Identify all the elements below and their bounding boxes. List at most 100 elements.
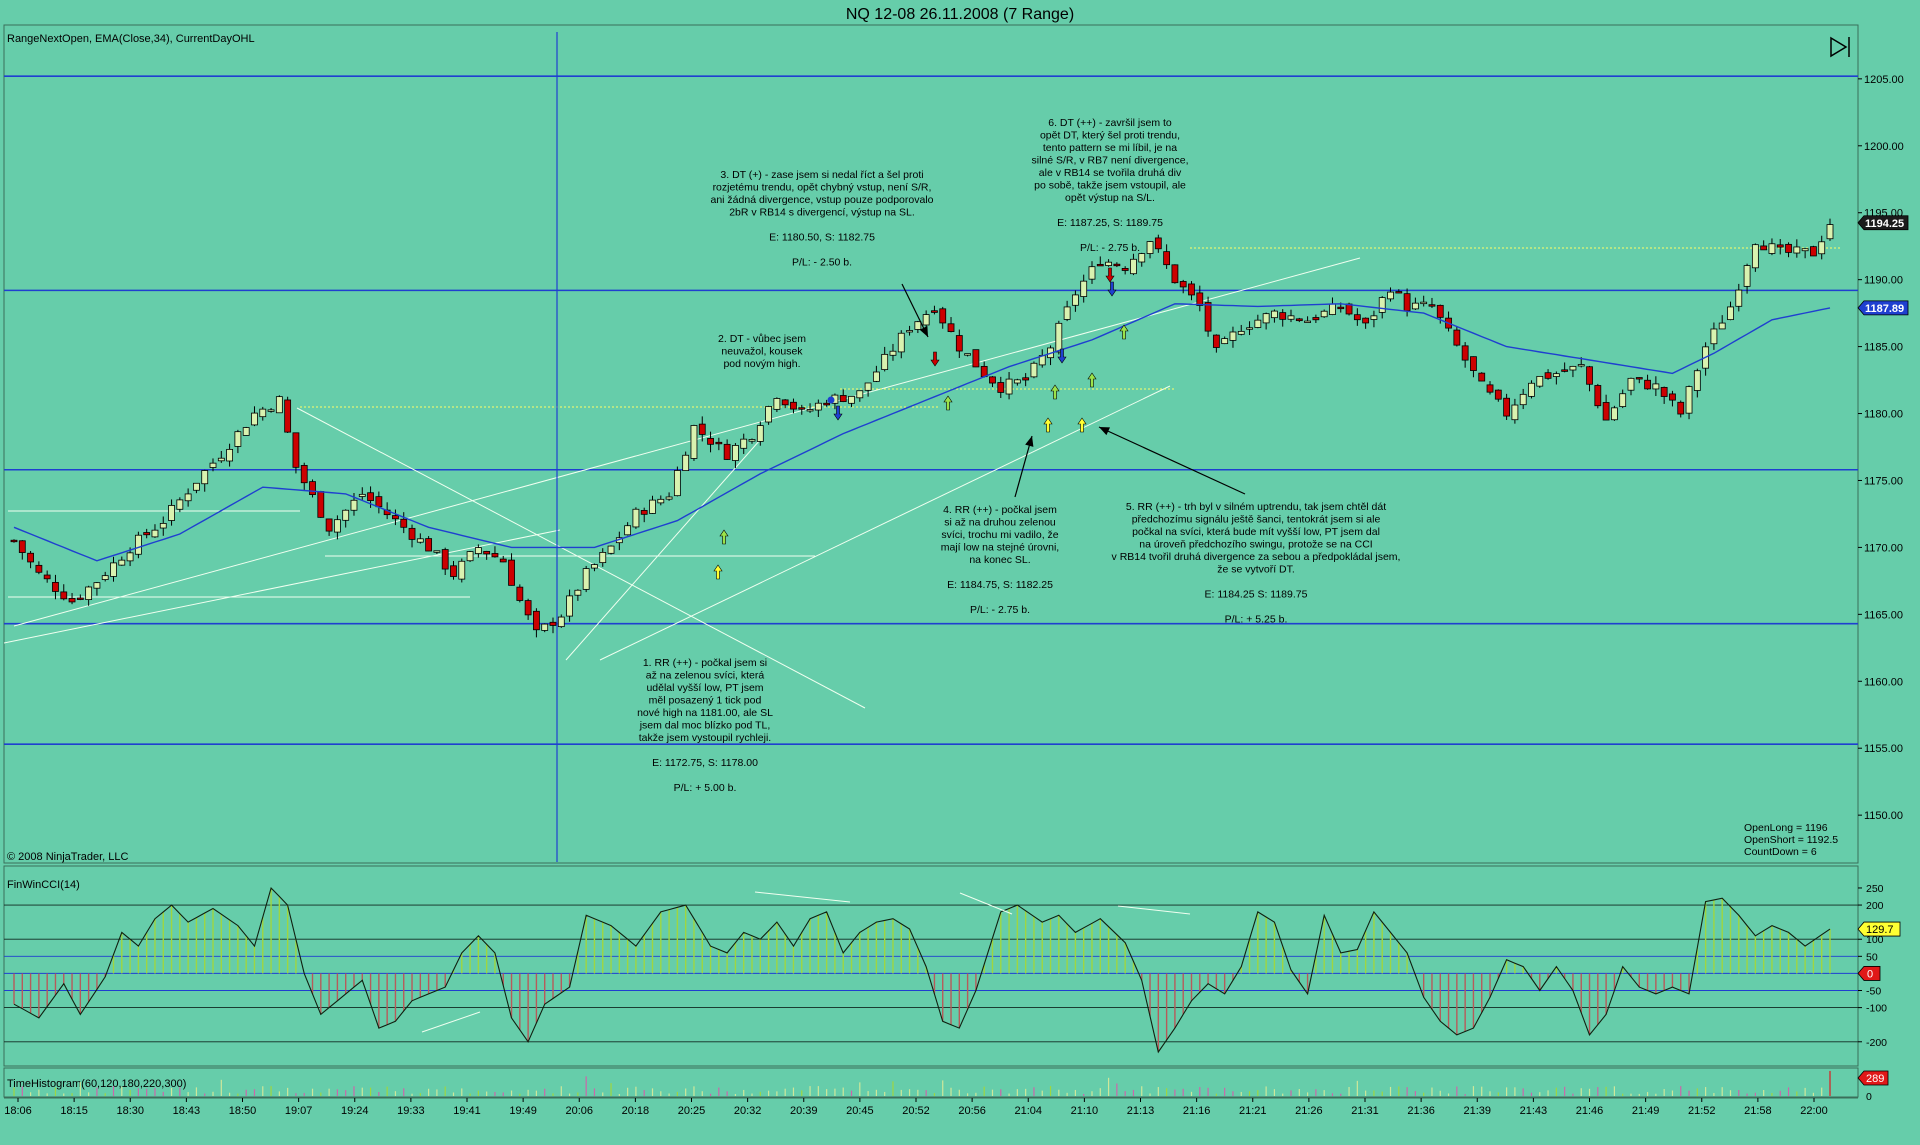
candle	[549, 617, 557, 634]
candle-body	[1154, 237, 1162, 250]
price-tick-label: 1185.00	[1864, 342, 1903, 354]
candle-body	[1080, 280, 1088, 297]
candle-body	[1378, 297, 1386, 313]
price-panel[interactable]	[3, 24, 1859, 864]
candle	[1320, 309, 1328, 318]
candle-body	[350, 499, 358, 511]
candle	[955, 329, 963, 358]
candle	[756, 421, 764, 446]
candle-body	[400, 518, 408, 528]
cci-value-text: 129.7	[1866, 924, 1894, 936]
candle-body	[591, 564, 598, 569]
candle	[251, 406, 258, 427]
candle	[209, 458, 217, 472]
candle-body	[715, 441, 723, 445]
candle-body	[458, 560, 466, 580]
candle	[1204, 296, 1212, 337]
candle-body	[1163, 251, 1171, 266]
candle	[1038, 349, 1046, 368]
time-tick-label: 21:46	[1576, 1105, 1604, 1117]
scroll-to-end-button[interactable]	[1826, 35, 1854, 59]
candle-body	[1030, 362, 1038, 378]
candle	[1072, 290, 1079, 312]
candle-body	[1536, 375, 1544, 387]
histogram-panel[interactable]	[3, 1067, 1859, 1098]
cci-panel[interactable]	[3, 865, 1859, 1067]
annotation-pointer-head	[919, 326, 928, 337]
annotation-line: svíci, trochu mi vadilo, že	[941, 529, 1058, 541]
candle-body	[1279, 312, 1287, 320]
candle	[698, 416, 706, 442]
candle-body	[1096, 263, 1104, 267]
candle-body	[1511, 404, 1519, 421]
candle	[27, 550, 34, 569]
annotation-line: 1. RR (++) - počkal jsem si	[643, 657, 767, 669]
candle-body	[1519, 393, 1527, 406]
candle	[1262, 312, 1270, 330]
candle	[284, 396, 292, 433]
cci-tick-label: -50	[1866, 986, 1881, 998]
candle	[184, 488, 192, 507]
candle-body	[358, 493, 366, 497]
candle	[765, 405, 772, 425]
candle	[1163, 244, 1171, 269]
candle	[1047, 345, 1054, 366]
candle-body	[665, 496, 673, 500]
candle-body	[914, 321, 922, 330]
candle-body	[1113, 263, 1121, 267]
candle	[408, 524, 416, 548]
candle-body	[1785, 243, 1792, 253]
annotation-line: P/L: - 2.75 b.	[970, 604, 1030, 616]
candle	[1154, 234, 1162, 253]
annotation-line: udělal vyšší low, PT jsem	[646, 682, 763, 694]
price-tick-label: 1165.00	[1864, 609, 1903, 621]
candle	[939, 306, 947, 329]
annotation-line: rozjetému trendu, opět chybný vstup, nen…	[713, 182, 932, 194]
candle	[1271, 309, 1278, 323]
cci-divergence-line	[754, 891, 851, 903]
candle	[1030, 361, 1038, 379]
candle-body	[624, 525, 632, 536]
candle-body	[317, 491, 325, 518]
time-tick-label: 21:04	[1014, 1105, 1042, 1117]
candle	[814, 399, 822, 417]
candle	[1022, 373, 1030, 387]
time-tick-label: 21:26	[1295, 1105, 1323, 1117]
cci-line	[13, 886, 1831, 1054]
candle-body	[1793, 246, 1801, 254]
candle	[416, 533, 424, 544]
annotation-line: měl posazený 1 tick pod	[649, 695, 762, 707]
time-tick-label: 21:52	[1688, 1105, 1716, 1117]
candle	[1420, 295, 1428, 307]
candle-body	[1387, 291, 1394, 300]
candle	[931, 305, 938, 315]
candle-body	[1237, 330, 1245, 335]
candle	[798, 404, 806, 415]
candle	[1519, 388, 1527, 410]
candle	[591, 563, 598, 572]
candle-body	[1453, 329, 1461, 346]
annotation-line: jsem dal moc blízko pod TL,	[639, 720, 771, 732]
candle-body	[881, 353, 889, 370]
candle-body	[159, 522, 167, 529]
candle-body	[939, 308, 947, 324]
candle-body	[151, 529, 159, 538]
candle-body	[848, 395, 855, 404]
candle	[1644, 374, 1651, 390]
candle	[176, 497, 184, 513]
candle-body	[1751, 244, 1759, 269]
candle	[723, 439, 731, 460]
candle	[872, 365, 880, 383]
candle	[657, 495, 665, 506]
buy-signal-arrow	[713, 564, 723, 580]
candle-body	[1826, 224, 1834, 240]
candle	[914, 320, 922, 334]
trend-line	[3, 529, 561, 644]
candle-body	[1685, 386, 1693, 414]
time-tick-label: 18:43	[173, 1105, 201, 1117]
candle	[76, 594, 84, 601]
candle-body	[217, 457, 225, 462]
candle	[607, 545, 615, 555]
candle-body	[1503, 397, 1511, 417]
